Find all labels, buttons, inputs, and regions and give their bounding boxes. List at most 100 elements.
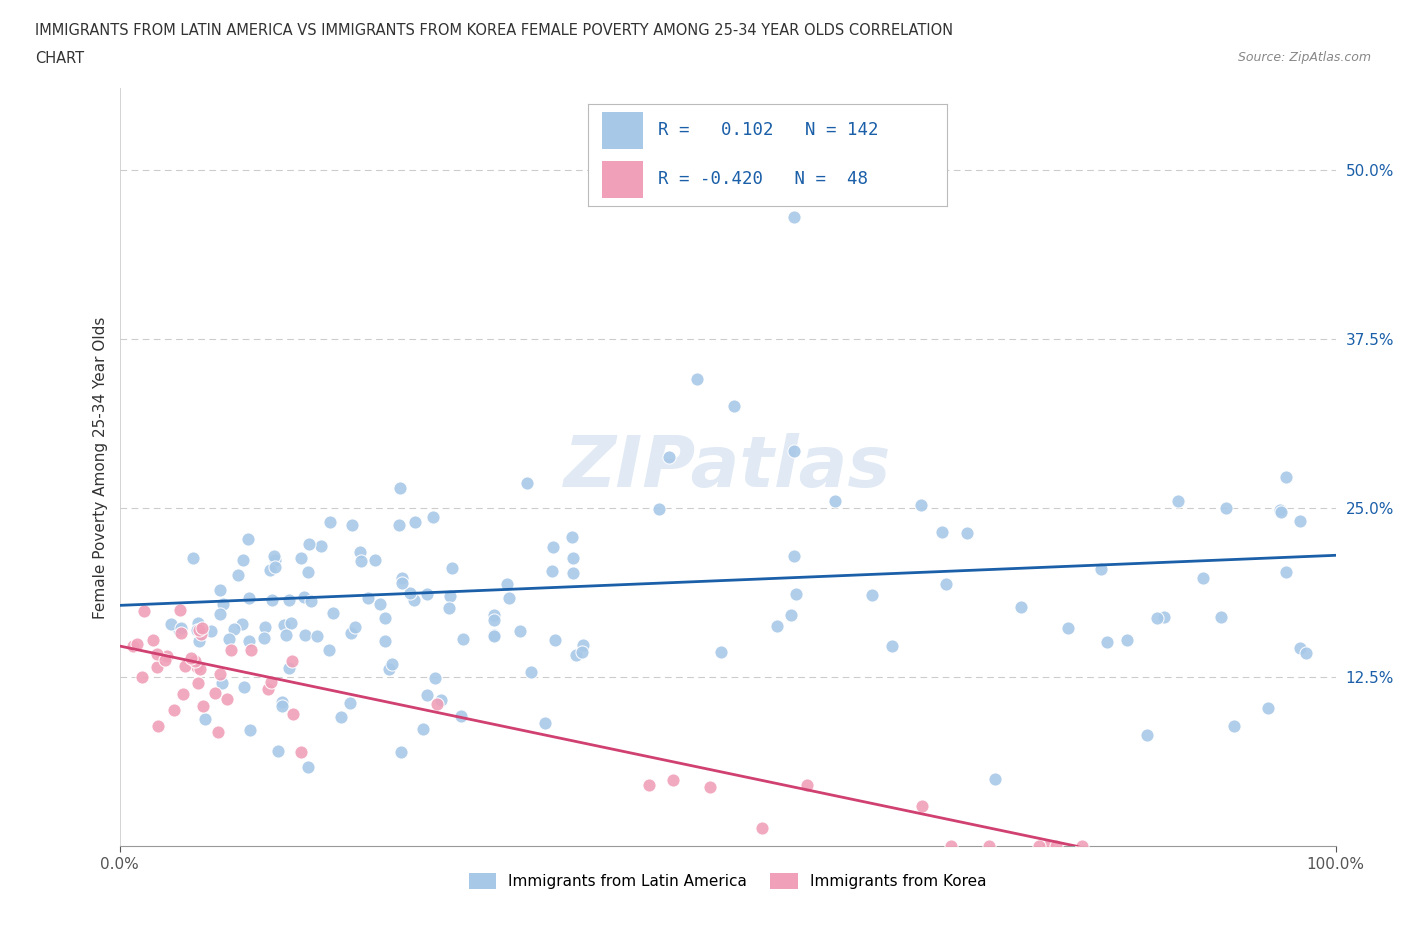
Point: [170, 626, 193, 641]
Point: [562, 551, 585, 565]
Point: [482, 613, 505, 628]
Point: [122, 639, 145, 654]
Point: [941, 839, 963, 854]
Point: [262, 592, 284, 607]
Point: [484, 628, 506, 643]
Point: [212, 597, 235, 612]
Point: [1288, 514, 1310, 529]
Point: [281, 706, 304, 721]
Point: [280, 616, 302, 631]
Point: [208, 606, 231, 621]
Point: [437, 601, 460, 616]
Point: [561, 530, 583, 545]
Point: [1295, 645, 1317, 660]
Point: [766, 618, 789, 633]
Point: [208, 667, 231, 682]
Point: [146, 659, 169, 674]
Point: [1097, 634, 1119, 649]
Point: [350, 554, 373, 569]
Point: [637, 778, 659, 793]
Point: [910, 498, 932, 512]
Point: [416, 687, 439, 702]
Point: [399, 585, 422, 600]
Point: [187, 615, 209, 630]
Point: [1223, 718, 1246, 733]
Point: [543, 632, 565, 647]
Point: [450, 709, 472, 724]
Point: [292, 590, 315, 604]
Point: [180, 650, 202, 665]
Point: [160, 617, 183, 631]
Point: [319, 515, 342, 530]
Point: [183, 654, 205, 669]
Point: [339, 625, 361, 640]
Point: [699, 779, 721, 794]
Y-axis label: Female Poverty Among 25-34 Year Olds: Female Poverty Among 25-34 Year Olds: [93, 316, 108, 618]
Point: [422, 510, 444, 525]
Point: [412, 722, 434, 737]
Point: [340, 518, 363, 533]
Point: [264, 552, 287, 567]
Point: [404, 514, 426, 529]
Point: [204, 685, 226, 700]
Point: [880, 639, 903, 654]
Point: [1045, 839, 1067, 854]
Point: [1167, 494, 1189, 509]
Point: [389, 481, 412, 496]
Point: [181, 551, 204, 565]
Point: [571, 644, 593, 659]
Point: [239, 643, 262, 658]
Point: [239, 723, 262, 737]
Point: [658, 449, 681, 464]
Point: [686, 372, 709, 387]
Point: [329, 710, 352, 724]
Point: [496, 577, 519, 591]
Point: [391, 576, 413, 591]
Point: [278, 592, 301, 607]
Legend: Immigrants from Latin America, Immigrants from Korea: Immigrants from Latin America, Immigrant…: [463, 867, 993, 896]
Text: IMMIGRANTS FROM LATIN AMERICA VS IMMIGRANTS FROM KOREA FEMALE POVERTY AMONG 25-3: IMMIGRANTS FROM LATIN AMERICA VS IMMIGRA…: [35, 23, 953, 38]
Point: [281, 653, 304, 668]
Point: [172, 686, 194, 701]
Point: [187, 675, 209, 690]
Point: [222, 621, 245, 636]
Point: [270, 695, 292, 710]
Point: [156, 648, 179, 663]
Text: R =   0.102   N = 142: R = 0.102 N = 142: [658, 121, 879, 139]
Point: [297, 565, 319, 579]
Point: [1070, 839, 1092, 854]
Point: [259, 563, 281, 578]
Point: [290, 745, 312, 760]
Point: [232, 553, 254, 568]
Point: [377, 661, 399, 676]
Point: [1268, 502, 1291, 517]
Text: R = -0.420   N =  48: R = -0.420 N = 48: [658, 169, 868, 188]
Point: [783, 444, 806, 458]
Point: [1191, 570, 1213, 585]
Point: [226, 567, 249, 582]
Point: [194, 711, 217, 726]
Point: [520, 665, 543, 680]
Bar: [602, 161, 644, 198]
Point: [416, 586, 439, 601]
Point: [430, 693, 453, 708]
Point: [1211, 610, 1233, 625]
Point: [186, 660, 208, 675]
Point: [484, 629, 506, 644]
Text: ZIPatlas: ZIPatlas: [564, 432, 891, 502]
Point: [208, 582, 231, 597]
Point: [169, 603, 191, 618]
Point: [267, 743, 290, 758]
Point: [783, 209, 806, 224]
Point: [349, 545, 371, 560]
Point: [273, 618, 295, 632]
Point: [1028, 839, 1050, 854]
Point: [1275, 565, 1298, 579]
Point: [357, 591, 380, 605]
Point: [231, 617, 253, 631]
Point: [723, 399, 745, 414]
Point: [509, 624, 531, 639]
Point: [142, 632, 165, 647]
Point: [221, 643, 243, 658]
Point: [441, 561, 464, 576]
